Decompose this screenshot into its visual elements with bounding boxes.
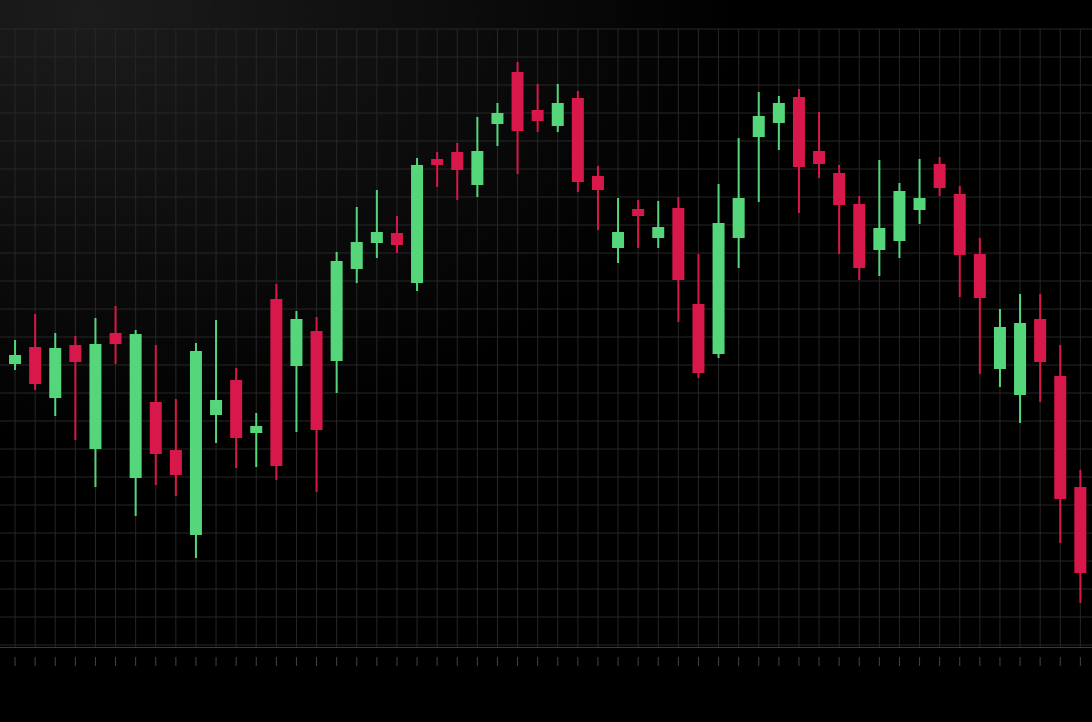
candle-body	[973, 254, 986, 298]
candle-body	[873, 228, 886, 250]
candle-body	[49, 348, 62, 398]
candle-body	[290, 319, 303, 366]
candle-body	[1014, 323, 1027, 395]
candle-body	[350, 242, 363, 269]
candle-body	[149, 402, 162, 454]
candle-body	[531, 110, 544, 121]
candle-body	[672, 208, 685, 280]
candle-body	[330, 261, 343, 361]
candle-body	[29, 347, 42, 384]
candle-body	[270, 299, 283, 466]
candle-body	[571, 98, 584, 182]
candle-body	[612, 232, 625, 248]
candle-body	[551, 103, 564, 126]
candle-body	[230, 380, 243, 438]
candle-body	[953, 194, 966, 255]
candle-body	[491, 113, 504, 124]
candle-body	[1034, 319, 1047, 362]
candle-body	[511, 72, 524, 131]
candle-body	[752, 116, 765, 137]
candle-body	[129, 334, 142, 478]
candle-body	[993, 327, 1006, 369]
candle-body	[792, 97, 805, 167]
candle-body	[772, 103, 785, 123]
candle-body	[652, 227, 665, 238]
candle-body	[1074, 487, 1087, 573]
candle-body	[591, 176, 604, 190]
candle-body	[189, 351, 202, 535]
candle-body	[913, 198, 926, 210]
candle-body	[712, 223, 725, 354]
candle-body	[1054, 376, 1067, 499]
candle-body	[813, 151, 826, 164]
candle-body	[692, 304, 705, 373]
candle-body	[411, 165, 424, 283]
candle-body	[893, 191, 906, 241]
candle-body	[732, 198, 745, 238]
candle-body	[210, 400, 223, 415]
candle-body	[390, 233, 403, 245]
candle-body	[853, 204, 866, 268]
candle-body	[933, 164, 946, 188]
candle-body	[310, 331, 323, 430]
candle-body	[632, 209, 645, 216]
candle-body	[89, 344, 102, 449]
candle-body	[833, 173, 846, 205]
candle-body	[250, 426, 263, 433]
candle-body	[169, 450, 182, 475]
candle-body	[370, 232, 383, 243]
candle-body	[109, 333, 122, 344]
candle-body	[451, 152, 464, 170]
candle-body	[69, 345, 82, 362]
candle-body	[9, 355, 22, 364]
candle-body	[431, 159, 444, 165]
candle-body	[471, 151, 484, 185]
